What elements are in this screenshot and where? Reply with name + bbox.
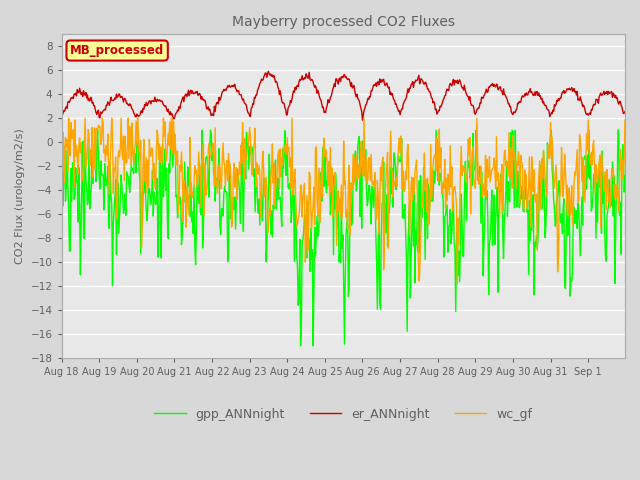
Y-axis label: CO2 Flux (urology/m2/s): CO2 Flux (urology/m2/s) [15,128,25,264]
Title: Mayberry processed CO2 Fluxes: Mayberry processed CO2 Fluxes [232,15,455,29]
Line: gpp_ANNnight: gpp_ANNnight [61,130,625,346]
Text: MB_processed: MB_processed [70,44,164,57]
Line: wc_gf: wc_gf [61,118,625,284]
Legend: gpp_ANNnight, er_ANNnight, wc_gf: gpp_ANNnight, er_ANNnight, wc_gf [150,403,537,426]
Line: er_ANNnight: er_ANNnight [61,71,625,120]
